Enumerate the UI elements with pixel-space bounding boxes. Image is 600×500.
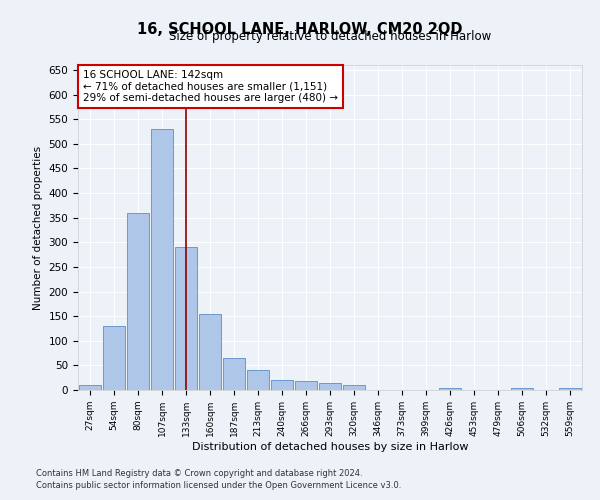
Bar <box>127 212 149 390</box>
Bar <box>103 326 125 390</box>
Bar <box>319 382 341 390</box>
X-axis label: Distribution of detached houses by size in Harlow: Distribution of detached houses by size … <box>192 442 468 452</box>
Text: 16 SCHOOL LANE: 142sqm
← 71% of detached houses are smaller (1,151)
29% of semi-: 16 SCHOOL LANE: 142sqm ← 71% of detached… <box>83 70 338 103</box>
Bar <box>271 380 293 390</box>
Text: Contains HM Land Registry data © Crown copyright and database right 2024.: Contains HM Land Registry data © Crown c… <box>36 468 362 477</box>
Bar <box>175 247 197 390</box>
Title: Size of property relative to detached houses in Harlow: Size of property relative to detached ho… <box>169 30 491 43</box>
Text: 16, SCHOOL LANE, HARLOW, CM20 2QD: 16, SCHOOL LANE, HARLOW, CM20 2QD <box>137 22 463 38</box>
Bar <box>247 370 269 390</box>
Y-axis label: Number of detached properties: Number of detached properties <box>33 146 43 310</box>
Bar <box>79 385 101 390</box>
Bar <box>511 388 533 390</box>
Bar <box>151 129 173 390</box>
Text: Contains public sector information licensed under the Open Government Licence v3: Contains public sector information licen… <box>36 481 401 490</box>
Bar <box>343 385 365 390</box>
Bar <box>223 358 245 390</box>
Bar <box>559 388 581 390</box>
Bar <box>199 314 221 390</box>
Bar <box>295 381 317 390</box>
Bar <box>439 388 461 390</box>
